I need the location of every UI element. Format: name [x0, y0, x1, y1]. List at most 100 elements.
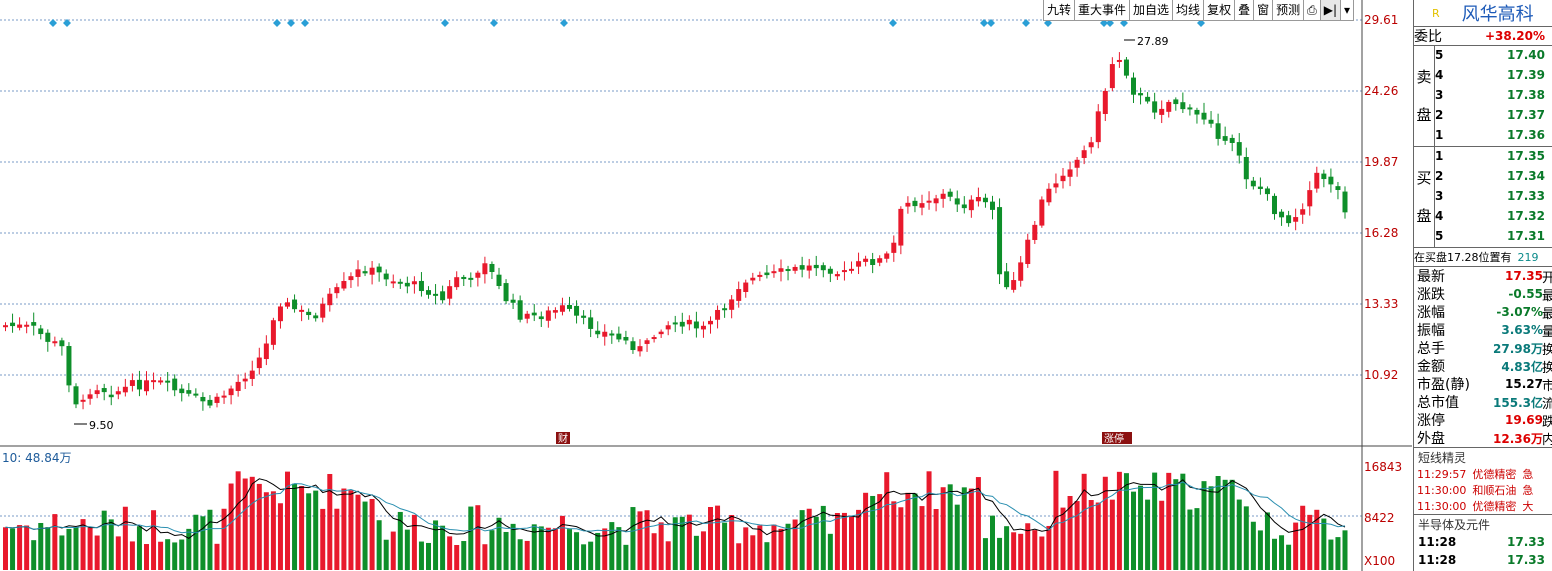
candle[interactable]: [1131, 77, 1136, 95]
candle[interactable]: [1095, 111, 1101, 143]
sell-price[interactable]: 17.36: [1507, 128, 1545, 142]
candle[interactable]: [52, 341, 58, 344]
candle[interactable]: [503, 283, 509, 302]
candle[interactable]: [3, 325, 8, 328]
candle[interactable]: [517, 300, 523, 320]
candle[interactable]: [80, 399, 86, 402]
candle[interactable]: [440, 291, 446, 301]
sell-price[interactable]: 17.38: [1507, 88, 1545, 102]
candle[interactable]: [616, 333, 622, 340]
candle[interactable]: [1173, 99, 1179, 105]
candle[interactable]: [757, 274, 763, 277]
toolbar-add-watchlist[interactable]: 加自选: [1130, 0, 1174, 20]
candle[interactable]: [813, 264, 819, 269]
candle[interactable]: [1025, 239, 1031, 264]
candle[interactable]: [658, 331, 664, 335]
event-marker[interactable]: [889, 19, 897, 27]
candle[interactable]: [144, 380, 149, 392]
candle[interactable]: [172, 378, 178, 391]
collapse-panel-icon[interactable]: ▶|: [1320, 0, 1342, 20]
candle[interactable]: [644, 340, 650, 344]
event-marker[interactable]: [301, 19, 309, 27]
candle[interactable]: [1159, 108, 1165, 115]
candle[interactable]: [595, 330, 601, 335]
candle[interactable]: [1074, 159, 1080, 168]
event-marker[interactable]: [49, 19, 57, 27]
candle[interactable]: [637, 346, 643, 352]
chevron-down-icon[interactable]: ▾: [1341, 0, 1355, 20]
candle[interactable]: [545, 310, 551, 321]
candle[interactable]: [66, 346, 72, 386]
candle[interactable]: [165, 380, 171, 383]
candle[interactable]: [1053, 183, 1059, 188]
event-marker[interactable]: [1106, 19, 1114, 27]
candle[interactable]: [1222, 136, 1228, 141]
event-markers[interactable]: [49, 19, 1205, 27]
candle[interactable]: [306, 311, 312, 316]
finance-tag[interactable]: 财: [558, 432, 568, 445]
event-marker[interactable]: [987, 19, 995, 27]
candle[interactable]: [17, 324, 23, 328]
candle[interactable]: [136, 379, 142, 390]
sprite-header[interactable]: 短线精灵: [1414, 447, 1552, 466]
candle[interactable]: [1272, 195, 1277, 215]
buy-price[interactable]: 17.32: [1507, 209, 1545, 223]
candle[interactable]: [849, 268, 854, 271]
buy-price[interactable]: 17.31: [1507, 229, 1545, 243]
sell-price[interactable]: 17.40: [1507, 48, 1545, 62]
candle[interactable]: [870, 259, 876, 265]
candle[interactable]: [799, 265, 805, 270]
event-marker[interactable]: [980, 19, 988, 27]
candle[interactable]: [101, 388, 107, 393]
candle[interactable]: [686, 319, 692, 325]
candle[interactable]: [1187, 107, 1193, 110]
candle[interactable]: [320, 303, 326, 318]
candle[interactable]: [214, 396, 220, 403]
sector-header[interactable]: 半导体及元件: [1414, 514, 1552, 533]
candle[interactable]: [151, 380, 157, 383]
event-marker[interactable]: [560, 19, 568, 27]
candle[interactable]: [390, 281, 396, 284]
candle[interactable]: [1039, 199, 1045, 226]
candle[interactable]: [679, 321, 685, 327]
sprite-event[interactable]: 11:29:57 优德精密急: [1417, 467, 1534, 482]
candle[interactable]: [418, 280, 424, 292]
candle[interactable]: [426, 290, 431, 295]
candle[interactable]: [397, 281, 403, 284]
toolbar-major-events[interactable]: 重大事件: [1075, 0, 1131, 20]
candle[interactable]: [31, 322, 37, 326]
candle[interactable]: [221, 395, 227, 398]
event-marker[interactable]: [1100, 19, 1108, 27]
event-marker[interactable]: [273, 19, 281, 27]
candle[interactable]: [1342, 191, 1348, 213]
candle[interactable]: [700, 325, 706, 330]
candle[interactable]: [348, 276, 354, 281]
sell-price[interactable]: 17.39: [1507, 68, 1545, 82]
candle[interactable]: [207, 399, 213, 406]
candle[interactable]: [1208, 119, 1214, 124]
candle[interactable]: [362, 271, 368, 274]
candle[interactable]: [482, 263, 488, 275]
candle[interactable]: [263, 343, 269, 360]
candle[interactable]: [975, 197, 981, 202]
candle[interactable]: [355, 269, 361, 277]
kline-chart[interactable]: 29.61 24.26 19.87 16.28 13.33 10.92 27.89 9.5…: [0, 0, 1412, 571]
candle[interactable]: [313, 315, 319, 319]
candle[interactable]: [623, 336, 629, 341]
candle[interactable]: [806, 265, 812, 271]
candle[interactable]: [997, 207, 1003, 275]
candle[interactable]: [736, 289, 742, 301]
order-note[interactable]: 在买盘17.28位置有 219: [1414, 248, 1552, 267]
candle[interactable]: [968, 199, 974, 211]
candle[interactable]: [884, 253, 890, 259]
event-marker[interactable]: [63, 19, 71, 27]
candle[interactable]: [193, 393, 199, 396]
candle[interactable]: [1046, 188, 1052, 203]
candle[interactable]: [285, 302, 290, 307]
candle[interactable]: [228, 388, 234, 396]
toolbar-forecast[interactable]: 预测: [1273, 0, 1305, 20]
candle[interactable]: [574, 305, 580, 316]
candle[interactable]: [179, 388, 185, 394]
event-marker[interactable]: [1120, 19, 1128, 27]
candle[interactable]: [129, 380, 135, 386]
